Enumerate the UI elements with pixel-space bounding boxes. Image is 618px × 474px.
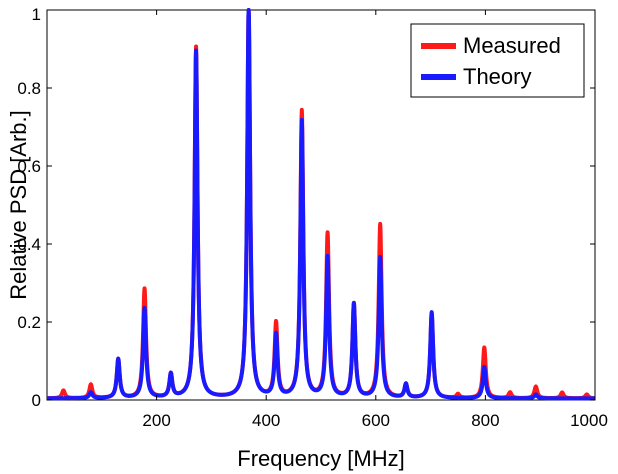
legend-label-measured: Measured [463, 33, 561, 58]
y-tick-label: 1 [32, 5, 41, 24]
x-tick-label: 600 [362, 411, 390, 430]
y-tick-label: 0.8 [17, 79, 41, 98]
series-layer [45, 8, 597, 401]
y-tick-label: 0.6 [17, 157, 41, 176]
legend-label-theory: Theory [463, 64, 531, 89]
ticks-layer: 200 400 600 800 1000 0 0.2 0.4 0.6 0.8 1 [17, 5, 608, 430]
x-axis-label: Frequency [MHz] [237, 446, 405, 471]
y-axis-label: Relative PSD [Arb.] [6, 110, 31, 300]
legend-box [410, 23, 585, 98]
y-tick-label: 0.4 [17, 235, 41, 254]
y-tick-label: 0.2 [17, 313, 41, 332]
x-tick-label: 800 [471, 411, 499, 430]
x-tick-label: 400 [252, 411, 280, 430]
x-tick-label: 200 [142, 411, 170, 430]
y-tick-label: 0 [32, 391, 41, 410]
x-tick-label: 1000 [570, 411, 608, 430]
legend: Measured Theory [410, 23, 585, 98]
plot-frame [46, 9, 596, 401]
series-line-theory [45, 8, 597, 401]
